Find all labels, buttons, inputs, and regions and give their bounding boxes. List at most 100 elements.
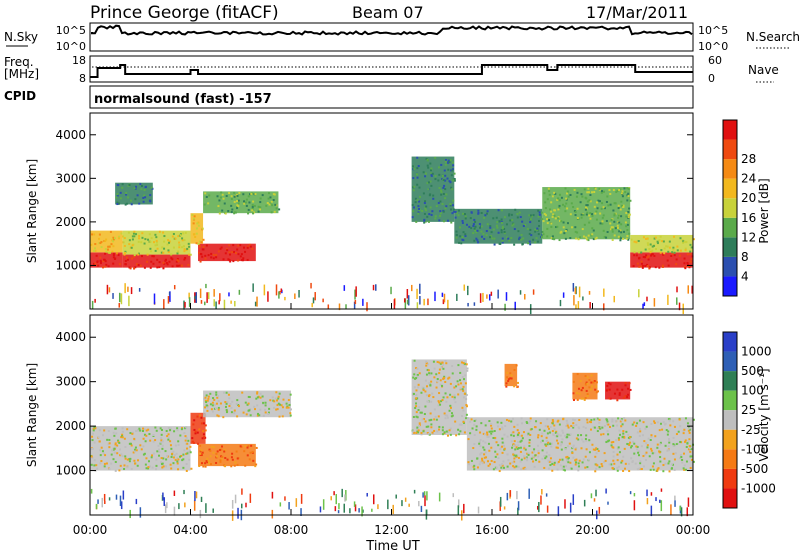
vel-speck — [572, 380, 575, 383]
power-speck — [505, 223, 508, 226]
vel-speck — [131, 431, 134, 434]
vel-speck — [144, 463, 147, 466]
power-speck — [116, 203, 119, 206]
power-speck — [104, 240, 107, 243]
vel-speck — [221, 455, 224, 458]
power-speck — [454, 210, 457, 213]
power-speck — [503, 231, 506, 234]
power-speck — [195, 227, 198, 230]
power-speck — [584, 206, 587, 209]
x-axis-label: Time UT — [365, 539, 419, 554]
vel-speck — [169, 444, 172, 447]
vel-speck — [262, 402, 265, 405]
vel-speck — [436, 430, 439, 433]
vel-ground-speck — [119, 495, 122, 507]
power-speck — [446, 219, 449, 222]
vel-speck — [553, 428, 556, 431]
power-speck — [232, 260, 235, 263]
vel-speck — [504, 425, 507, 428]
vel-speck — [586, 395, 589, 398]
vel-cbar-tick-label: -100 — [741, 442, 768, 456]
vel-speck — [215, 393, 218, 396]
vel-speck — [556, 468, 559, 471]
power-speck — [464, 217, 467, 220]
vel-speck — [556, 446, 559, 449]
power-speck — [586, 211, 589, 214]
vel-speck — [208, 448, 211, 451]
power-speck — [537, 233, 540, 236]
power-speck — [429, 193, 432, 196]
vel-speck — [596, 464, 599, 467]
noise-tick-top: 10^5 — [56, 24, 86, 37]
power-speck — [673, 254, 676, 257]
vel-speck — [551, 469, 554, 472]
vel-speck — [543, 429, 546, 432]
power-speck — [219, 247, 222, 250]
vel-speck — [221, 445, 224, 448]
vel-speck — [590, 418, 593, 421]
power-speck — [589, 193, 592, 196]
vel-speck — [281, 406, 284, 409]
power-speck — [540, 234, 543, 237]
vel-speck — [511, 417, 514, 420]
vel-speck — [581, 461, 584, 464]
power-ground-speck — [366, 302, 368, 312]
vel-speck — [668, 460, 671, 463]
power-speck — [675, 263, 678, 266]
vel-speck — [618, 392, 621, 395]
vel-speck — [413, 386, 416, 389]
vel-speck — [444, 359, 447, 362]
vel-speck — [160, 433, 163, 436]
power-speck — [423, 212, 426, 215]
vel-speck — [133, 450, 136, 453]
power-cbar-swatch — [723, 256, 737, 277]
power-speck — [257, 205, 260, 208]
vel-speck — [636, 445, 639, 448]
vel-speck — [607, 423, 610, 426]
vel-speck — [479, 444, 482, 447]
power-ground-speck — [354, 289, 356, 300]
vel-speck — [556, 432, 559, 435]
vel-speck — [586, 376, 589, 379]
vel-speck — [529, 417, 532, 420]
power-speck — [641, 266, 644, 269]
power-speck — [620, 200, 623, 203]
vel-speck — [564, 448, 567, 451]
vel-region-5 — [466, 417, 693, 471]
power-speck — [427, 220, 430, 223]
vel-speck — [576, 373, 579, 376]
power-speck — [589, 200, 592, 203]
vel-speck — [688, 427, 691, 430]
power-speck — [455, 230, 458, 233]
vel-speck — [553, 461, 556, 464]
vel-speck — [519, 446, 522, 449]
power-speck — [683, 257, 686, 260]
velocity-colorbar-label: Velocity [m s⁻¹] — [757, 368, 771, 461]
power-speck — [640, 251, 643, 254]
power-speck — [444, 197, 447, 200]
power-speck — [506, 236, 509, 239]
vel-speck — [578, 459, 581, 462]
power-speck — [483, 216, 486, 219]
power-ground-speck — [406, 289, 409, 299]
power-speck — [668, 240, 671, 243]
vel-speck — [202, 422, 205, 425]
power-speck — [647, 255, 650, 258]
power-ground-speck — [195, 292, 197, 303]
power-speck — [121, 186, 124, 189]
vel-speck — [567, 445, 570, 448]
vel-speck — [441, 399, 444, 402]
power-speck — [94, 243, 97, 246]
power-speck — [244, 201, 247, 204]
power-ground-speck — [213, 299, 215, 307]
vel-speck — [479, 439, 482, 442]
vel-speck — [656, 469, 659, 472]
vel-speck — [433, 408, 436, 411]
power-speck — [423, 221, 426, 224]
vel-speck — [164, 450, 167, 453]
vel-speck — [453, 386, 456, 389]
vel-speck — [454, 401, 457, 404]
power-speck — [110, 243, 113, 246]
vel-speck — [534, 454, 537, 457]
